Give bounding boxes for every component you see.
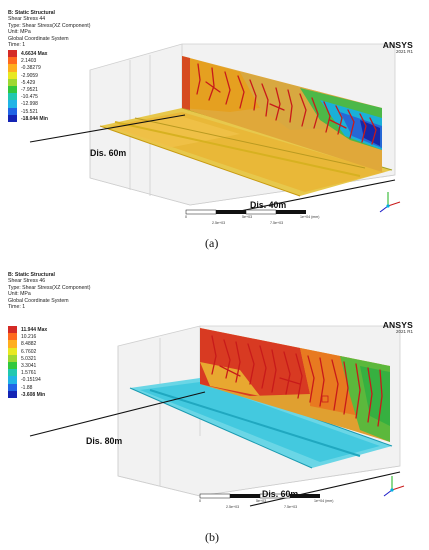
crack-lines — [196, 63, 377, 145]
crack-lines — [211, 335, 383, 427]
scale-bar-a — [185, 209, 306, 215]
legend-swatch — [8, 93, 17, 101]
legend-swatch — [8, 383, 17, 391]
result-name: Shear Stress 46 — [8, 278, 46, 285]
scale-label: 2.5e+03 — [226, 505, 240, 509]
distance-label-far-a: Dis. 40m — [250, 200, 287, 210]
result-unit: Unit: MPa — [8, 291, 31, 298]
distance-label-far-b: Dis. 60m — [262, 489, 299, 499]
caption-b: (b) — [205, 530, 219, 544]
legend-swatch — [8, 376, 17, 384]
legend-swatch — [8, 369, 17, 377]
ansys-logo-a: ANSYS 2021 R1 — [382, 40, 413, 54]
result-time: Time: 1 — [8, 42, 26, 49]
distance-label-near-a: Dis. 60m — [90, 148, 127, 158]
legend-swatch — [8, 340, 17, 348]
scale-bar-b — [199, 493, 320, 499]
legend-swatch — [8, 326, 17, 334]
legend-swatch — [8, 333, 17, 341]
legend-swatch — [8, 114, 17, 122]
distance-label-near-b: Dis. 80m — [86, 436, 123, 446]
result-type: Type: Shear Stress(XZ Component) — [8, 22, 91, 29]
result-time: Time: 1 — [8, 304, 26, 311]
coordinate-triad-a — [379, 192, 401, 213]
legend-swatch — [8, 85, 17, 94]
result-info-b: B: Static Structural Shear Stress 46 Typ… — [8, 272, 90, 310]
model-view-a — [29, 43, 401, 215]
coordinate-triad-b — [383, 476, 405, 497]
scale-label: 0 — [199, 499, 201, 503]
legend-swatch — [8, 78, 17, 86]
result-name: Shear Stress 44 — [8, 16, 46, 23]
legend-swatch — [8, 100, 17, 108]
coordinate-system: Global Coordinate System — [8, 35, 69, 42]
result-unit: Unit: MPa — [8, 29, 31, 36]
legend-swatch — [8, 107, 17, 115]
scale-label: 5e+03 — [242, 215, 253, 219]
analysis-title: B: Static Structural — [8, 10, 55, 16]
analysis-title: B: Static Structural — [8, 272, 55, 278]
legend-swatch — [8, 57, 17, 65]
scale-label: 1e+04 (mm) — [314, 499, 334, 503]
result-type: Type: Shear Stress(XZ Component) — [8, 284, 91, 291]
panel-b: B: Static Structural Shear Stress 46 Typ… — [0, 266, 429, 550]
scale-label: 7.5e+03 — [270, 221, 284, 225]
legend-swatch — [8, 354, 17, 362]
legend-swatch — [8, 390, 17, 398]
coordinate-system: Global Coordinate System — [8, 297, 69, 304]
caption-a: (a) — [205, 236, 219, 250]
legend-swatch — [8, 50, 17, 58]
scale-label: 7.5e+03 — [284, 505, 298, 509]
panel-a: B: Static Structural Shear Stress 44 Typ… — [0, 0, 429, 260]
result-info-a: B: Static Structural Shear Stress 44 Typ… — [8, 10, 90, 48]
scale-label: 0 — [185, 215, 187, 219]
legend-swatch — [8, 71, 17, 79]
model-view-b — [29, 325, 405, 507]
legend-swatch — [8, 361, 17, 370]
scale-label: 2.5e+03 — [212, 221, 226, 225]
ansys-logo-b: ANSYS 2021 R1 — [382, 320, 413, 334]
scale-label: 1e+04 (mm) — [300, 215, 320, 219]
legend-swatch — [8, 347, 17, 355]
scale-label: 5e+03 — [256, 499, 267, 503]
legend-swatch — [8, 64, 17, 72]
